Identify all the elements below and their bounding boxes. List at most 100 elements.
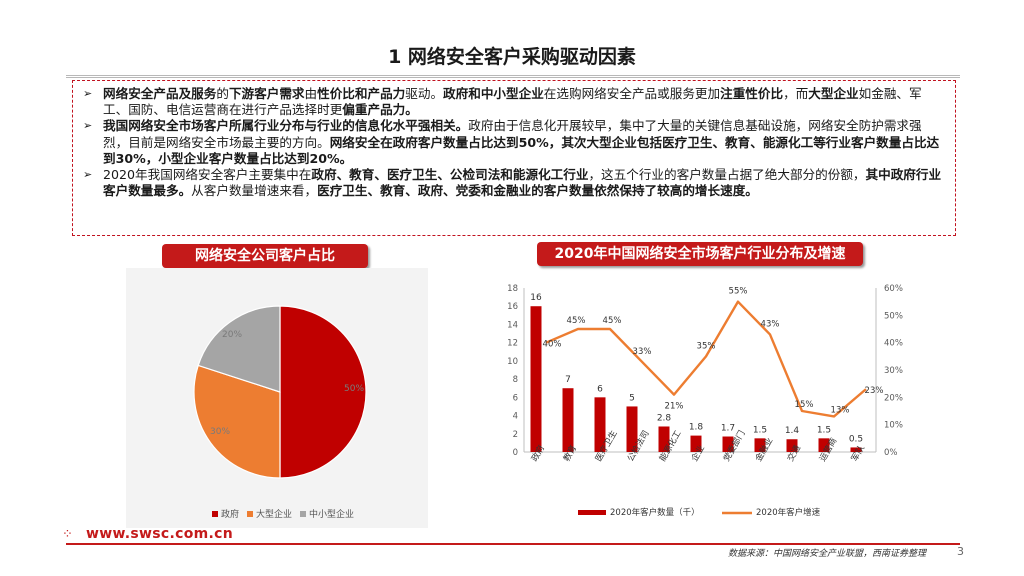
pie-label-government: 50% <box>344 384 365 394</box>
legend-item-large: 大型企业 <box>247 507 292 520</box>
legend-bar-label: 2020年客户数量（千） <box>610 507 700 518</box>
pie-slice-1 <box>193 364 281 479</box>
line-value-label: 35% <box>697 341 716 351</box>
logo-dots-icon: ⁘ <box>62 527 73 542</box>
pie-slice-2 <box>197 305 281 393</box>
arrow-bullet-icon: ➢ <box>83 168 93 182</box>
bullet-segment: 的 <box>216 86 229 101</box>
y2-tick-label: 60% <box>884 284 903 294</box>
y-tick-label: 2 <box>513 430 518 440</box>
page-title: 1 网络安全客户采购驱动因素 <box>388 46 636 68</box>
bar <box>690 435 702 452</box>
bullet-segment: 政府由于信息化开展较早，集中了大量的关键信息基础设施，网络安全防护需求强烈，目前… <box>103 118 922 150</box>
line-value-label: 13% <box>831 405 850 415</box>
bullet-segment: 2020年我国网络安全客户主要集中在 <box>103 167 312 183</box>
legend-swatch <box>212 511 218 517</box>
bar-value-label: 5 <box>629 393 635 403</box>
footer-url[interactable]: www.swsc.com.cn <box>86 526 234 542</box>
pie-chart <box>193 305 367 479</box>
page-number: 3 <box>957 545 964 558</box>
bar-value-label: 2.8 <box>657 413 672 423</box>
bullet-point: ➢ 2020年我国网络安全客户主要集中在政府、教育、医疗卫生、公检司法和能源化工… <box>83 167 945 199</box>
bar <box>818 438 830 452</box>
bar-value-label: 1.4 <box>785 426 800 436</box>
legend-line-label: 2020年客户增速 <box>756 507 821 518</box>
pie-label-large: 30% <box>210 427 231 437</box>
bar-value-label: 1.5 <box>817 425 831 435</box>
bar <box>562 388 574 452</box>
line-value-label: 55% <box>729 287 748 297</box>
pie-slice-0 <box>279 305 367 479</box>
line-value-label: 23% <box>865 386 884 396</box>
bullet-segment: 如金融、军工、国防、电信运营商在进行产品选择时更 <box>103 86 922 118</box>
legend-label: 大型企业 <box>256 510 293 520</box>
bar-value-label: 1.7 <box>721 424 735 434</box>
bar-value-label: 1.8 <box>689 423 704 433</box>
bullet-segment: ，而 <box>783 86 809 101</box>
legend-item-small: 中小型企业 <box>300 507 354 520</box>
y2-tick-label: 0% <box>884 448 898 458</box>
legend-label: 中小型企业 <box>309 510 355 520</box>
pie-legend: 政府 大型企业 中小型企业 <box>212 507 354 520</box>
summary-box: ➢ 网络安全产品及服务的下游客户需求由性价比和产品力驱动。政府和中小型企业在选购… <box>72 80 956 236</box>
bullet-segment: 医疗卫生、教育、政府、党委和金融业的客户数量依然保持了较高的增长速度。 <box>317 183 758 199</box>
y2-tick-label: 10% <box>884 421 903 431</box>
line-value-label: 15% <box>795 400 814 410</box>
bar <box>722 436 734 452</box>
bullet-segment: 大型企业 <box>808 86 859 101</box>
bar-value-label: 6 <box>597 384 603 394</box>
bar <box>786 439 798 452</box>
bar-value-label: 16 <box>530 293 542 303</box>
x-category-label: 军队 <box>849 443 867 464</box>
bar-value-label: 0.5 <box>849 434 863 444</box>
bullet-point: ➢ 网络安全产品及服务的下游客户需求由性价比和产品力驱动。政府和中小型企业在选购… <box>83 86 945 118</box>
bar <box>626 406 638 452</box>
y-tick-label: 4 <box>513 412 518 422</box>
legend-swatch <box>300 511 307 517</box>
bar <box>754 438 766 452</box>
bullet-segment: 我国网络安全市场客户所属行业分布与行业的信息化水平强相关。 <box>103 118 469 134</box>
y2-tick-label: 30% <box>884 366 903 376</box>
line-value-label: 43% <box>761 319 780 329</box>
y-tick-label: 8 <box>513 375 518 385</box>
bullet-text: 2020年我国网络安全客户主要集中在政府、教育、医疗卫生、公检司法和能源化工行业… <box>103 167 941 198</box>
industry-bar-line-chart: 0246810121416180%10%20%30%40%50%60%16政府7… <box>507 284 903 518</box>
pie-label-small: 20% <box>222 330 243 340</box>
bar-value-label: 1.5 <box>753 425 767 435</box>
bar <box>658 426 670 452</box>
y-tick-label: 6 <box>513 393 518 403</box>
growth-line <box>545 300 867 418</box>
footer-divider <box>66 543 960 545</box>
bullet-segment: 在选购网络安全产品或服务更加 <box>543 86 721 101</box>
legend-swatch <box>247 511 254 517</box>
bullet-segment: 政府、教育、医疗卫生、公检司法和能源化工行业 <box>311 167 589 183</box>
y2-tick-label: 40% <box>884 339 903 349</box>
bullet-segment: 由 <box>304 86 318 101</box>
bullet-point: ➢ 我国网络安全市场客户所属行业分布与行业的信息化水平强相关。政府由于信息化开展… <box>83 118 945 167</box>
legend-label: 政府 <box>221 510 240 520</box>
y2-tick-label: 20% <box>884 393 903 403</box>
data-source: 数据来源：中国网络安全产业联盟，西南证券整理 <box>728 549 927 559</box>
y-tick-label: 12 <box>507 339 518 349</box>
bullet-segment: 驱动。 <box>405 86 444 101</box>
title-divider <box>66 75 960 78</box>
bullet-segment: 其中政府行业客户数量最多。 <box>103 167 942 199</box>
bullet-segment: 政府和中小型企业 <box>443 86 544 101</box>
bullet-text: 我国网络安全市场客户所属行业分布与行业的信息化水平强相关。政府由于信息化开展较早… <box>103 118 939 165</box>
bar <box>594 397 606 452</box>
bar-chart-heading: 2020年中国网络安全市场客户行业分布及增速 <box>537 242 863 266</box>
bullet-segment: 网络安全在政府客户数量占比达到50%，其次大型企业包括医疗卫生、教育、能源化工等… <box>103 134 940 166</box>
bullet-segment: 从客户数量增速来看， <box>191 183 318 199</box>
bar <box>850 447 862 452</box>
line-value-label: 45% <box>603 316 622 326</box>
bar <box>530 306 542 452</box>
arrow-bullet-icon: ➢ <box>83 119 93 133</box>
line-value-label: 45% <box>567 316 586 326</box>
line-value-label: 33% <box>633 347 652 357</box>
bullet-segment: 网络安全产品及服务 <box>103 86 217 101</box>
y-tick-label: 16 <box>507 302 518 312</box>
legend-item-government: 政府 <box>212 507 239 520</box>
bullet-segment: 注重性价比 <box>720 86 784 101</box>
bullet-segment: 性价比和产品力 <box>317 86 406 101</box>
bullet-segment: 偏重产品力。 <box>342 102 418 118</box>
